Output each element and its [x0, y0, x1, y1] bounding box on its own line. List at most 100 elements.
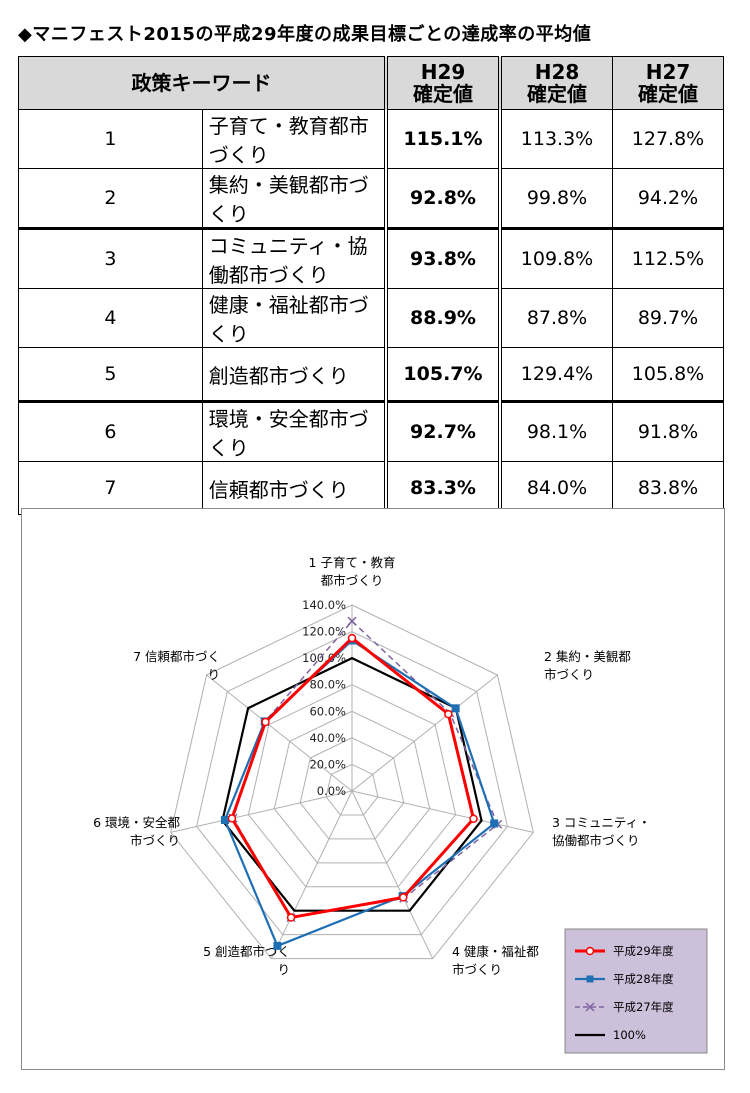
grid-spoke [270, 790, 353, 959]
row-number: 5 [18, 347, 203, 402]
header-h29: H29 確定値 [384, 56, 502, 110]
series-point [347, 616, 357, 626]
legend-marker [586, 975, 594, 983]
table-row: 4 健康・福祉都市づくり 88.9% 87.8% 89.7% [18, 288, 724, 348]
legend-label: 平成29年度 [613, 944, 674, 958]
row-h27-value: 83.8% [612, 461, 724, 515]
row-keyword: コミュニティ・協働都市づくり [201, 227, 387, 289]
table-row: 2 集約・美観都市づくり 92.8% 99.8% 94.2% [18, 168, 724, 229]
axis-label: 3 コミュニティ・ [552, 815, 651, 830]
series-point [227, 814, 237, 823]
achievement-table: 政策キーワード H29 確定値 H28 確定値 H27 確定値 1 子育て・教育… [18, 56, 724, 515]
table-row: 5 創造都市づくり 105.7% 129.4% 105.8% [18, 347, 724, 402]
axis-label: 6 環境・安全都 [93, 815, 180, 830]
radar-chart-frame: 0.0% 20.0% 40.0% 60.0% 80.0% 100.0% 120.0% 140.… [21, 508, 725, 1070]
row-h27-value: 127.8% [612, 109, 724, 169]
page-title: ◆マニフェスト2015の平成29年度の成果目標ごとの達成率の平均値 [18, 24, 592, 45]
series-point [220, 816, 229, 825]
grid-spoke [206, 674, 353, 792]
row-number: 4 [18, 288, 203, 348]
header-h28: H28 確定値 [499, 56, 613, 110]
row-h28-value: 109.8% [499, 227, 613, 289]
grid-ring [325, 763, 379, 816]
table-row: 1 子育て・教育都市づくり 115.1% 113.3% 127.8% [18, 109, 724, 169]
row-h27-value: 105.8% [612, 347, 724, 402]
row-h27-value: 112.5% [612, 227, 724, 289]
row-h28-value: 129.4% [499, 347, 613, 402]
row-keyword: 子育て・教育都市づくり [201, 109, 387, 169]
axis-label: 市づくり [544, 667, 594, 682]
series-point [347, 633, 357, 643]
row-h28-value: 99.8% [499, 168, 613, 229]
row-number: 3 [18, 227, 203, 289]
axis-label: り [207, 667, 220, 682]
row-h29-value: 93.8% [384, 227, 502, 289]
tick-label: 140.0% [302, 598, 346, 612]
axis-label: 2 集約・美観都 [544, 649, 631, 664]
series-point [490, 819, 499, 828]
table-row: 3 コミュニティ・協働都市づくり 93.8% 109.8% 112.5% [18, 227, 724, 289]
tick-label: 120.0% [302, 625, 346, 639]
row-h29-value: 83.3% [384, 461, 502, 515]
row-h27-value: 91.8% [612, 400, 724, 462]
tick-label: 60.0% [309, 704, 346, 718]
legend-label: 100% [613, 1028, 646, 1042]
row-keyword: 集約・美観都市づくり [201, 168, 387, 229]
grid-spoke [351, 790, 534, 833]
tick-label: 40.0% [309, 731, 346, 745]
row-h27-value: 89.7% [612, 288, 724, 348]
grid-spoke [351, 674, 498, 792]
axis-label: 協働都市づくり [552, 833, 640, 848]
grid-spoke [170, 790, 353, 833]
legend-label: 平成28年度 [613, 972, 674, 986]
row-h27-value: 94.2% [612, 168, 724, 229]
series-point [286, 913, 296, 922]
header-h27-label: 確定値 [638, 82, 698, 106]
series-point [273, 941, 282, 950]
row-keyword: 創造都市づくり [201, 347, 387, 402]
table-row: 6 環境・安全都市づくり 92.7% 98.1% 91.8% [18, 400, 724, 462]
tick-label: 80.0% [309, 678, 346, 692]
row-h29-value: 88.9% [384, 288, 502, 348]
axis-label: り [277, 962, 290, 977]
grid-spoke [351, 790, 434, 959]
header-h29-label: 確定値 [413, 82, 473, 106]
series-line [223, 639, 496, 948]
header-h29-year: H29 [420, 60, 466, 84]
row-number: 7 [18, 461, 203, 515]
row-h28-value: 98.1% [499, 400, 613, 462]
axis-label: 7 信頼都市づく [133, 649, 220, 664]
row-h28-value: 113.3% [499, 109, 613, 169]
series-point [451, 704, 460, 713]
row-h29-value: 105.7% [384, 347, 502, 402]
row-h29-value: 92.7% [384, 400, 502, 462]
header-h28-year: H28 [534, 60, 580, 84]
legend-marker [585, 1002, 595, 1012]
axis-label: 市づくり [452, 962, 502, 977]
header-h27-year: H27 [645, 60, 691, 84]
legend-label: 平成27年度 [613, 1000, 674, 1014]
table-row: 7 信頼都市づくり 83.3% 84.0% 83.8% [18, 461, 724, 515]
grid-ring [299, 737, 405, 840]
row-h29-value: 115.1% [384, 109, 502, 169]
row-h28-value: 87.8% [499, 288, 613, 348]
axis-label: 5 創造都市づく [203, 944, 290, 959]
grid-ring [273, 710, 431, 864]
row-number: 1 [18, 109, 203, 169]
grid-ring [247, 684, 457, 888]
axis-label: 都市づくり [321, 573, 384, 588]
row-h28-value: 84.0% [499, 461, 613, 515]
tick-label: 20.0% [309, 757, 346, 771]
series-point [398, 893, 408, 902]
series-line [221, 656, 483, 912]
legend-marker [585, 946, 595, 956]
header-h27: H27 確定値 [612, 56, 724, 110]
row-keyword: 信頼都市づくり [201, 461, 387, 515]
table-header-row: 政策キーワード H29 確定値 H28 確定値 H27 確定値 [18, 56, 724, 110]
series-point [444, 709, 453, 719]
series-point [261, 717, 270, 727]
radar-chart: 0.0%20.0%40.0%60.0%80.0%100.0%120.0%140.… [93, 555, 708, 1054]
series-point [469, 814, 478, 823]
row-number: 6 [18, 400, 203, 462]
axis-label: 4 健康・福祉都 [452, 944, 539, 959]
